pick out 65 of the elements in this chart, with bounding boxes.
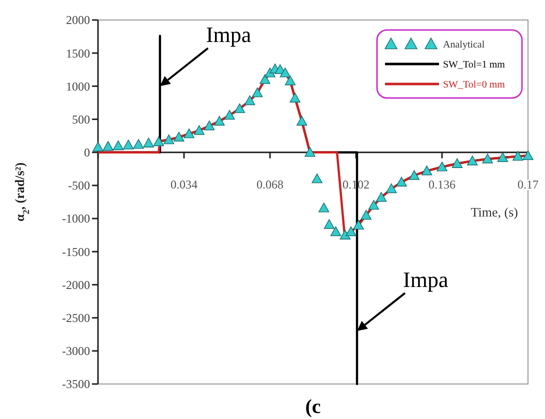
point [346, 226, 356, 236]
point [204, 120, 215, 130]
point [194, 125, 205, 135]
y-tick-label: -3000 [62, 344, 90, 358]
point [368, 200, 380, 210]
x-tick-label: 0.136 [428, 177, 456, 192]
point [224, 110, 235, 120]
point [318, 202, 330, 212]
point [376, 192, 387, 202]
point [102, 141, 114, 151]
annotation: Impa [403, 267, 448, 292]
y-tick-label: 0 [84, 146, 90, 160]
point [112, 140, 124, 150]
point [353, 220, 364, 230]
point [304, 147, 316, 157]
point [396, 176, 407, 186]
y-tick-label: -500 [68, 178, 90, 193]
point [360, 210, 372, 220]
point [234, 103, 245, 114]
point [123, 140, 134, 150]
point [214, 116, 225, 126]
point [290, 92, 300, 102]
point [260, 74, 270, 84]
x-axis-title: Time, (s) [470, 204, 518, 220]
point [312, 173, 322, 184]
point [252, 87, 263, 98]
x-tick-label: 0.034 [170, 177, 198, 192]
y-tick-label: -1500 [62, 244, 90, 259]
y-tick-label: -1000 [62, 212, 90, 226]
y-tick-label: -2000 [62, 278, 90, 292]
y-tick-label: -2500 [62, 311, 90, 326]
point [296, 116, 308, 126]
point [143, 138, 154, 148]
point [280, 68, 291, 78]
point [324, 219, 335, 229]
point [436, 162, 448, 172]
point [408, 170, 420, 180]
point [244, 95, 256, 106]
text: SW_Tol=0 mm [443, 80, 506, 90]
point [421, 166, 432, 176]
point [452, 158, 463, 168]
text: SW_Tol=1 mm [443, 60, 506, 70]
point [163, 134, 174, 144]
point [497, 152, 508, 162]
point [340, 230, 350, 240]
point [184, 128, 194, 138]
point [133, 139, 144, 149]
text: (c [305, 396, 321, 418]
legend-label: Analytical [443, 40, 485, 50]
point [284, 76, 296, 86]
point [330, 226, 342, 236]
point [153, 136, 164, 146]
y-tick-label: 2000 [66, 13, 90, 28]
point [482, 154, 493, 164]
point [174, 132, 184, 142]
y-tick-label: 500 [72, 112, 90, 126]
x-tick-label: 0.068 [256, 177, 284, 192]
y-tick-label: 1500 [66, 46, 90, 60]
y-tick-label: -3500 [62, 377, 90, 392]
point [386, 183, 397, 194]
point [522, 150, 534, 160]
point [512, 150, 524, 161]
y-tick-label: 1000 [66, 79, 90, 94]
point [467, 156, 478, 166]
annotation: Impa [206, 22, 252, 48]
